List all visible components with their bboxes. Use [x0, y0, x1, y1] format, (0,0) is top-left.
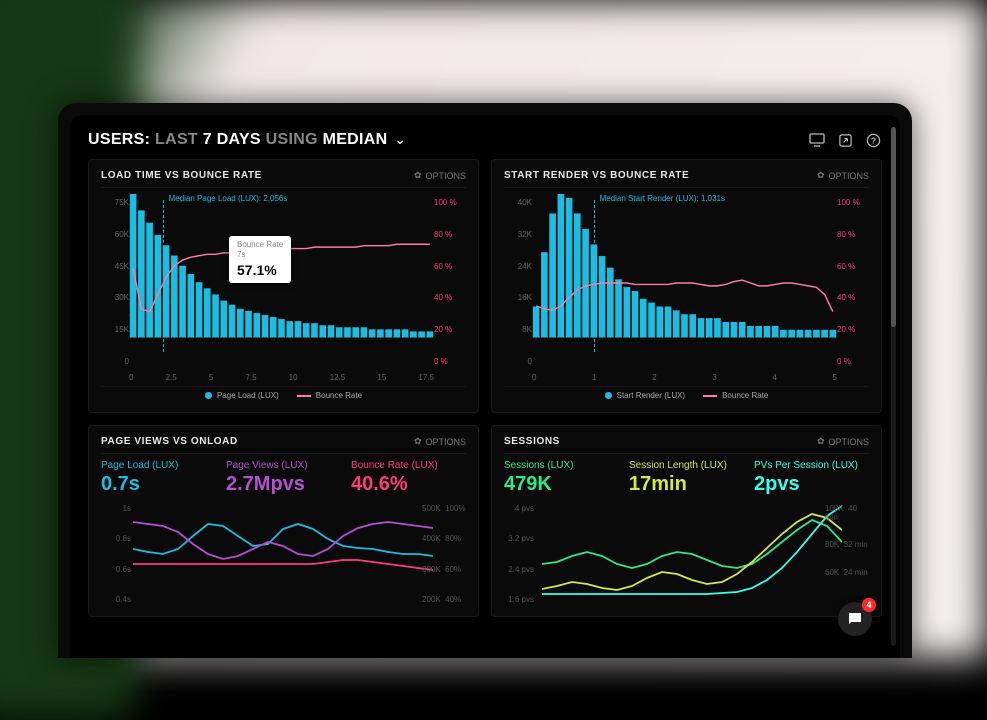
panel-start-render-vs-bounce: START RENDER VS BOUNCE RATE ✿ OPTIONS 40… — [491, 159, 882, 413]
panel-sessions: SESSIONS ✿ OPTIONS Sessions (LUX)479KSes… — [491, 425, 882, 617]
header-word-using: USING — [266, 131, 318, 148]
panel4-title: SESSIONS — [504, 436, 560, 447]
dashboard-screen: USERS: LAST 7 DAYS USING MEDIAN ⌄ ? LOAD… — [70, 115, 900, 658]
monitor-icon[interactable] — [808, 131, 826, 149]
panel2-chart[interactable]: 40K32K24K16K8K0 100 %80 %60 %40 %20 %0 %… — [504, 194, 869, 384]
header-range: 7 DAYS — [203, 131, 261, 148]
panel2-options-button[interactable]: ✿ OPTIONS — [817, 170, 869, 181]
panel4-chart[interactable]: 4 pvs3.2 pvs2.4 pvs1.6 pvs 100K 40 min80… — [504, 504, 869, 604]
share-icon[interactable] — [836, 131, 854, 149]
panel3-title: PAGE VIEWS VS ONLOAD — [101, 436, 238, 447]
gear-icon: ✿ — [414, 436, 422, 447]
panel2-legend: Start Render (LUX) Bounce Rate — [504, 386, 869, 400]
help-icon[interactable]: ? — [864, 131, 882, 149]
panel1-tooltip: Bounce Rate 7s 57.1% — [229, 236, 291, 283]
panel3-chart[interactable]: 1s0.8s0.6s0.4s 500K 100%400K 80%300K 60%… — [101, 504, 466, 604]
panel2-title: START RENDER VS BOUNCE RATE — [504, 170, 689, 181]
gear-icon: ✿ — [817, 436, 825, 447]
svg-text:?: ? — [870, 135, 875, 145]
panel1-chart[interactable]: 75K60K45K30K15K0 100 %80 %60 %40 %20 %0 … — [101, 194, 466, 384]
header-prefix: USERS: — [88, 131, 150, 148]
chat-button[interactable] — [838, 602, 872, 636]
panel1-options-button[interactable]: ✿ OPTIONS — [414, 170, 466, 181]
panel-page-views-vs-onload: PAGE VIEWS VS ONLOAD ✿ OPTIONS Page Load… — [88, 425, 479, 617]
header-word-last: LAST — [155, 131, 198, 148]
scrollbar[interactable] — [891, 127, 896, 646]
page-header: USERS: LAST 7 DAYS USING MEDIAN ⌄ ? — [88, 127, 882, 159]
gear-icon: ✿ — [817, 170, 825, 181]
panel3-options-button[interactable]: ✿ OPTIONS — [414, 436, 466, 447]
header-metric: MEDIAN — [323, 131, 388, 148]
panel2-median-label: Median Start Render (LUX): 1.031s — [600, 194, 725, 203]
panel4-options-button[interactable]: ✿ OPTIONS — [817, 436, 869, 447]
panel4-metrics: Sessions (LUX)479KSession Length (LUX)17… — [504, 460, 869, 496]
panel1-median-label: Median Page Load (LUX): 2.056s — [169, 194, 288, 203]
gear-icon: ✿ — [414, 170, 422, 181]
panel1-legend: Page Load (LUX) Bounce Rate — [101, 386, 466, 400]
chevron-down-icon[interactable]: ⌄ — [394, 131, 406, 147]
filter-breadcrumb[interactable]: USERS: LAST 7 DAYS USING MEDIAN ⌄ — [88, 131, 406, 149]
panel-load-time-vs-bounce: LOAD TIME VS BOUNCE RATE ✿ OPTIONS 75K60… — [88, 159, 479, 413]
panel3-metrics: Page Load (LUX)0.7sPage Views (LUX)2.7Mp… — [101, 460, 466, 496]
panel1-title: LOAD TIME VS BOUNCE RATE — [101, 170, 262, 181]
